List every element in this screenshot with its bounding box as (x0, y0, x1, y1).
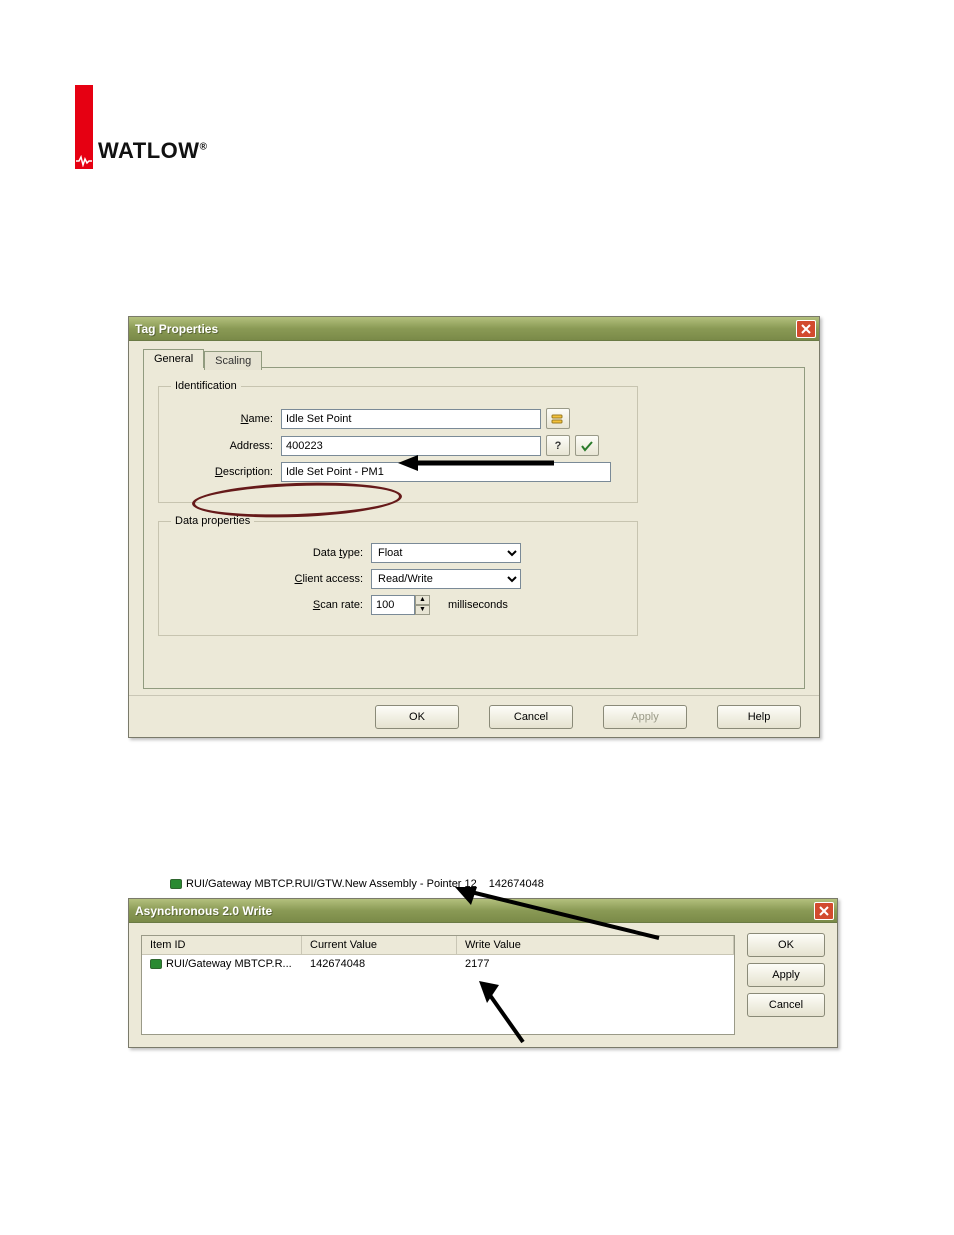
name-input[interactable] (281, 409, 541, 429)
ok-button[interactable]: OK (375, 705, 459, 729)
apply-button[interactable]: Apply (747, 963, 825, 987)
cell-item-id: RUI/Gateway MBTCP.R... (142, 955, 302, 973)
question-icon: ? (555, 440, 562, 452)
spin-down-button[interactable]: ▼ (415, 605, 430, 615)
tree-item-text: RUI/Gateway MBTCP.RUI/GTW.New Assembly -… (186, 878, 477, 890)
client-access-label: Client access: (171, 573, 371, 585)
client-access-row: Client access: Read/Write (171, 569, 625, 589)
side-buttons: OK Apply Cancel (747, 923, 837, 1047)
table-row[interactable]: RUI/Gateway MBTCP.R... 142674048 2177 (142, 955, 734, 973)
help-button[interactable]: Help (717, 705, 801, 729)
description-label: Description: (171, 466, 281, 478)
tag-properties-dialog: Tag Properties General Scaling (128, 316, 820, 738)
list-header: Item ID Current Value Write Value (142, 936, 734, 955)
spin-up-button[interactable]: ▲ (415, 595, 430, 605)
cancel-button[interactable]: Cancel (747, 993, 825, 1017)
description-input[interactable] (281, 462, 611, 482)
client-access-select[interactable]: Read/Write (371, 569, 521, 589)
dialog-body: General Scaling (129, 341, 819, 695)
cell-write-value[interactable]: 2177 (457, 955, 734, 973)
tree-item[interactable]: RUI/Gateway MBTCP.RUI/GTW.New Assembly -… (170, 878, 544, 890)
col-write-value[interactable]: Write Value (457, 936, 734, 954)
name-row: Name: (171, 408, 625, 429)
close-icon (801, 324, 811, 334)
tag-icon (551, 413, 565, 425)
address-input[interactable] (281, 436, 541, 456)
address-label: Address: (171, 440, 281, 452)
address-row: Address: ? (171, 435, 625, 456)
tabs: General Scaling (143, 349, 262, 368)
close-icon (819, 906, 829, 916)
data-type-row: Data type: Float (171, 543, 625, 563)
registered-mark: ® (200, 142, 208, 153)
cancel-button[interactable]: Cancel (489, 705, 573, 729)
tab-panel-general: Identification Name: Address: ? (143, 367, 805, 689)
scan-rate-label: Scan rate: (171, 599, 371, 611)
data-type-label: Data type: (171, 547, 371, 559)
close-button[interactable] (814, 902, 834, 920)
logo-pulse-icon (75, 153, 93, 169)
tab-general[interactable]: General (143, 349, 204, 368)
titlebar[interactable]: Asynchronous 2.0 Write (129, 899, 837, 923)
brand-name: WATLOW® (98, 138, 207, 164)
ok-button[interactable]: OK (747, 933, 825, 957)
row-bullet-icon (150, 959, 162, 969)
scan-rate-unit: milliseconds (448, 599, 508, 611)
dialog-body: Item ID Current Value Write Value RUI/Ga… (129, 923, 837, 1047)
spinner-buttons: ▲ ▼ (415, 595, 430, 615)
brand-name-text: WATLOW (98, 138, 200, 163)
scan-rate-spinner[interactable]: ▲ ▼ (371, 595, 430, 615)
cell-current-value: 142674048 (302, 955, 457, 973)
async-write-dialog: Asynchronous 2.0 Write Item ID Current V… (128, 898, 838, 1048)
button-bar: OK Cancel Apply Help (129, 695, 819, 737)
address-validate-button[interactable] (575, 435, 599, 456)
brand-logo (75, 85, 93, 169)
scan-rate-row: Scan rate: ▲ ▼ milliseconds (171, 595, 625, 615)
identification-group: Identification Name: Address: ? (158, 380, 638, 503)
apply-button[interactable]: Apply (603, 705, 687, 729)
check-icon (581, 440, 593, 452)
data-properties-legend: Data properties (171, 515, 254, 527)
tab-scaling[interactable]: Scaling (204, 351, 262, 370)
dialog-title: Asynchronous 2.0 Write (135, 904, 272, 918)
description-row: Description: (171, 462, 625, 482)
name-label: Name: (171, 413, 281, 425)
scan-rate-input[interactable] (371, 595, 415, 615)
col-current-value[interactable]: Current Value (302, 936, 457, 954)
address-help-button[interactable]: ? (546, 435, 570, 456)
titlebar[interactable]: Tag Properties (129, 317, 819, 341)
name-lookup-button[interactable] (546, 408, 570, 429)
cell-item-id-text: RUI/Gateway MBTCP.R... (166, 958, 292, 970)
data-type-select[interactable]: Float (371, 543, 521, 563)
page: WATLOW® Tag Properties General Scaling (0, 0, 954, 1235)
logo-red-bar (75, 85, 93, 157)
list-pane: Item ID Current Value Write Value RUI/Ga… (141, 935, 735, 1035)
tree-item-value: 142674048 (489, 878, 544, 890)
close-button[interactable] (796, 320, 816, 338)
identification-legend: Identification (171, 380, 241, 392)
col-item-id[interactable]: Item ID (142, 936, 302, 954)
dialog-title: Tag Properties (135, 322, 218, 336)
data-properties-group: Data properties Data type: Float Client … (158, 515, 638, 636)
tree-bullet-icon (170, 879, 182, 889)
